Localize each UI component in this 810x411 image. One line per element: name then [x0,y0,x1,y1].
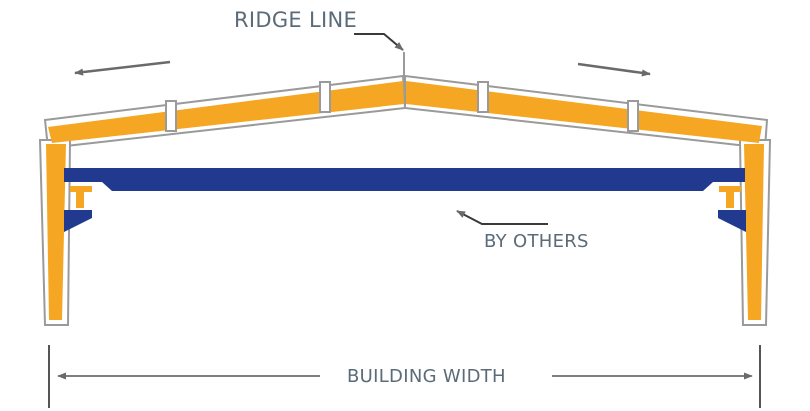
right-slope-arrow [577,62,651,77]
splice-plates [165,81,639,132]
left-rafter [48,81,404,143]
ridge-line-leader [354,33,404,51]
splice-plate-2 [319,81,331,113]
left-crane-bracket [64,186,92,232]
right-column [744,144,764,320]
splice-plate-3 [477,81,489,113]
right-rafter [406,81,762,143]
ridge-line-label: RIDGE LINE [234,8,358,32]
right-crane-bracket [718,186,746,232]
left-slope-arrow [74,60,171,76]
splice-plate-1 [165,100,177,132]
splice-plate-4 [627,100,639,132]
building-width-label: BUILDING WIDTH [347,366,506,387]
building-width-dimension [48,345,761,408]
left-column [46,144,66,320]
crane-bridge-beam [64,168,745,191]
by-others-label: BY OTHERS [484,231,589,252]
by-others-leader [456,210,548,225]
steel-frame [46,81,764,320]
